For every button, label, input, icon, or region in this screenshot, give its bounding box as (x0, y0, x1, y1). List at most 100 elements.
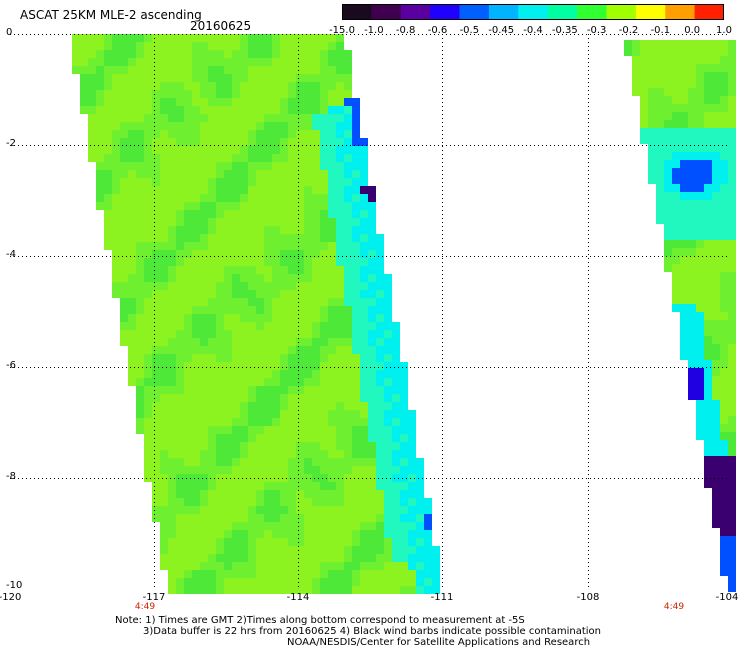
swath-cell (392, 506, 400, 514)
swath-cell (216, 154, 224, 162)
swath-cell (224, 338, 232, 346)
swath-cell (184, 418, 192, 426)
swath-cell (312, 162, 320, 170)
swath-cell (232, 482, 240, 490)
swath-cell (704, 408, 712, 416)
swath-cell (344, 50, 352, 58)
swath-cell (696, 416, 704, 424)
swath-cell (184, 98, 192, 106)
swath-cell (224, 194, 232, 202)
swath-cell (176, 106, 184, 114)
swath-cell (136, 418, 144, 426)
swath-cell (272, 226, 280, 234)
swath-cell (392, 522, 400, 530)
swath-cell (712, 376, 720, 384)
swath-cell (304, 490, 312, 498)
swath-cell (680, 200, 688, 208)
swath-cell (104, 178, 112, 186)
swath-cell (672, 64, 680, 72)
swath-cell (168, 426, 176, 434)
swath-cell (728, 112, 736, 120)
swath-cell (696, 424, 704, 432)
swath-cell (696, 112, 704, 120)
swath-cell (88, 42, 96, 50)
swath-cell (304, 354, 312, 362)
swath-cell (192, 418, 200, 426)
swath-cell (368, 202, 376, 210)
swath-cell (136, 82, 144, 90)
swath-cell (112, 274, 120, 282)
swath-cell (320, 98, 328, 106)
swath-cell (96, 106, 104, 114)
swath-cell (144, 322, 152, 330)
swath-cell (256, 498, 264, 506)
swath-cell (224, 250, 232, 258)
swath-cell (136, 386, 144, 394)
swath-cell (288, 378, 296, 386)
swath-cell (360, 354, 368, 362)
swath-cell (416, 530, 424, 538)
swath-cell (184, 458, 192, 466)
swath-cell (176, 242, 184, 250)
swath-cell (352, 154, 360, 162)
swath-cell (152, 402, 160, 410)
swath-cell (256, 306, 264, 314)
swath-cell (176, 122, 184, 130)
swath-cell (192, 442, 200, 450)
swath-cell (96, 178, 104, 186)
swath-cell (224, 170, 232, 178)
swath-cell (184, 122, 192, 130)
swath-cell (296, 202, 304, 210)
swath-cell (184, 258, 192, 266)
swath-cell (224, 218, 232, 226)
swath-cell (288, 282, 296, 290)
swath-cell (152, 122, 160, 130)
swath-cell (248, 34, 256, 42)
swath-cell (648, 72, 656, 80)
swath-cell (240, 226, 248, 234)
swath-cell (304, 394, 312, 402)
swath-cell (696, 280, 704, 288)
swath-cell (328, 394, 336, 402)
swath-cell (200, 58, 208, 66)
swath-cell (264, 170, 272, 178)
swath-cell (216, 242, 224, 250)
swath-cell (344, 426, 352, 434)
swath-cell (96, 130, 104, 138)
swath-cell (688, 216, 696, 224)
swath-cell (328, 298, 336, 306)
swath-cell (288, 586, 296, 594)
swath-cell (720, 336, 728, 344)
swath-cell (368, 242, 376, 250)
swath-cell (304, 114, 312, 122)
swath-cell (336, 338, 344, 346)
swath-cell (360, 282, 368, 290)
swath-cell (400, 506, 408, 514)
swath-cell (224, 466, 232, 474)
swath-cell (152, 154, 160, 162)
swath-cell (208, 42, 216, 50)
swath-cell (264, 186, 272, 194)
swath-cell (712, 504, 720, 512)
swath-cell (328, 282, 336, 290)
swath-cell (112, 146, 120, 154)
swath-cell (256, 234, 264, 242)
swath-cell (352, 114, 360, 122)
swath-cell (360, 322, 368, 330)
swath-cell (312, 250, 320, 258)
swath-cell (352, 250, 360, 258)
swath-cell (104, 194, 112, 202)
swath-cell (80, 106, 88, 114)
swath-cell (328, 378, 336, 386)
swath-cell (200, 338, 208, 346)
swath-cell (216, 42, 224, 50)
swath-cell (392, 482, 400, 490)
colorbar-swatch (635, 4, 666, 20)
y-label-1: -2 (6, 138, 16, 149)
swath-cell (376, 498, 384, 506)
swath-cell (128, 58, 136, 66)
swath-cell (152, 346, 160, 354)
swath-cell (192, 386, 200, 394)
swath-cell (712, 88, 720, 96)
swath-cell (328, 546, 336, 554)
